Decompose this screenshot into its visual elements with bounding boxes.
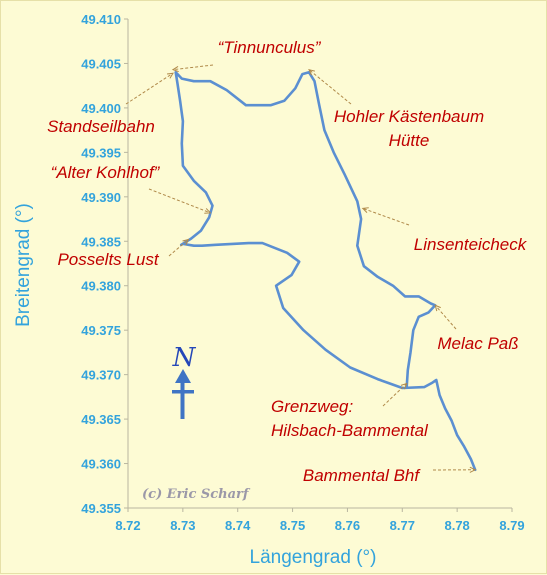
x-tick-label: 8.78 xyxy=(444,518,469,533)
place-label-hohler-kastenbaum: Hohler Kästenbaum Hütte xyxy=(334,107,484,150)
x-tick-label: 8.72 xyxy=(115,518,140,533)
x-tick-label: 8.76 xyxy=(335,518,360,533)
place-label-line: Grenzweg: xyxy=(271,397,353,416)
place-label-line: Standseilbahn xyxy=(47,117,155,136)
leader-arrowhead-icon xyxy=(363,208,369,213)
north-arrow: N xyxy=(172,343,197,419)
x-tick-label: 8.79 xyxy=(499,518,524,533)
place-label-line: “Tinnunculus” xyxy=(218,38,322,57)
place-label-line: Bammental Bhf xyxy=(303,466,421,485)
x-tick-label: 8.74 xyxy=(225,518,251,533)
place-label-line: Melac Paß xyxy=(437,334,518,353)
leader-line xyxy=(149,189,210,213)
leader-line xyxy=(435,305,456,329)
leader-line xyxy=(383,384,407,406)
place-label-melac-pass: Melac Paß xyxy=(437,334,518,353)
y-tick-label: 49.370 xyxy=(81,368,121,383)
y-tick-label: 49.390 xyxy=(81,190,121,205)
leader-line xyxy=(363,208,409,225)
place-label-line: Hohler Kästenbaum xyxy=(334,107,484,126)
x-tick-label: 8.75 xyxy=(280,518,305,533)
y-tick-label: 49.385 xyxy=(81,234,121,249)
place-label-line: Posselts Lust xyxy=(57,250,159,269)
leader-line xyxy=(169,239,188,256)
place-label-line: Hilsbach-Bammental xyxy=(271,421,429,440)
arrow-shaft xyxy=(181,381,185,419)
leader-arrowhead-icon xyxy=(167,73,173,78)
place-label-line: Hütte xyxy=(389,131,430,150)
y-tick-label: 49.375 xyxy=(81,323,121,338)
leader-line xyxy=(126,73,173,104)
place-label-posselts-lust: Posselts Lust xyxy=(57,250,159,269)
y-tick-label: 49.360 xyxy=(81,457,121,472)
place-label-tinnunculus: “Tinnunculus” xyxy=(218,38,322,57)
place-label-standseilbahn: Standseilbahn xyxy=(47,117,155,136)
y-tick-label: 49.355 xyxy=(81,501,121,516)
y-tick-label: 49.410 xyxy=(81,12,121,27)
x-axis-title: Längengrad (°) xyxy=(250,547,377,568)
y-axis-title: Breitengrad (°) xyxy=(13,203,34,327)
y-tick-label: 49.405 xyxy=(81,56,121,71)
y-tick-label: 49.365 xyxy=(81,412,121,427)
y-tick-label: 49.395 xyxy=(81,145,121,160)
north-label: N xyxy=(172,343,197,373)
place-label-bammental-bhf: Bammental Bhf xyxy=(303,466,421,485)
copyright-credit: (c) Eric Scharf xyxy=(142,487,251,502)
arrow-crossbar xyxy=(172,390,194,394)
place-label-linsenteicheck: Linsenteicheck xyxy=(414,235,528,254)
place-label-alter-kohlhof: “Alter Kohlhof” xyxy=(51,163,161,182)
x-tick-label: 8.77 xyxy=(390,518,415,533)
place-label-line: “Alter Kohlhof” xyxy=(51,163,161,182)
leader-line xyxy=(173,65,213,70)
place-label-line: Linsenteicheck xyxy=(414,235,528,254)
place-label-grenzweg: Grenzweg: Hilsbach-Bammental xyxy=(271,397,429,440)
x-tick-label: 8.73 xyxy=(170,518,195,533)
y-tick-label: 49.400 xyxy=(81,101,121,116)
y-tick-label: 49.380 xyxy=(81,279,121,294)
